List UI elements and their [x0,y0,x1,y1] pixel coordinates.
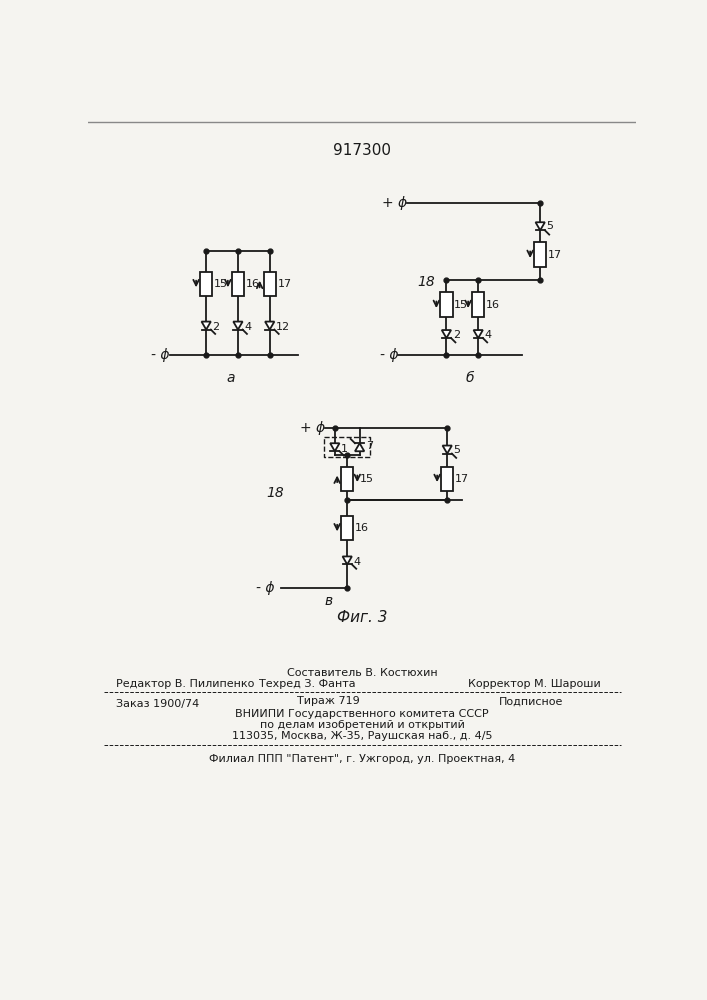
Text: - ϕ: - ϕ [151,348,170,362]
Text: 4: 4 [354,557,361,567]
Polygon shape [355,443,364,451]
Polygon shape [535,222,545,230]
Text: Редактор В. Пилипенко: Редактор В. Пилипенко [115,679,254,689]
Text: 16: 16 [246,279,259,289]
Bar [534,242,547,267]
Bar [341,516,354,540]
Text: 2: 2 [452,330,460,340]
Text: 17: 17 [548,250,562,260]
Text: + ϕ: + ϕ [300,421,325,435]
Text: 16: 16 [355,523,369,533]
Text: 5: 5 [453,445,460,455]
Text: 4: 4 [484,330,491,340]
Text: а: а [226,371,235,385]
Bar [472,292,484,317]
Bar [264,272,276,296]
Text: 17: 17 [455,474,469,484]
Text: Техред З. Фанта: Техред З. Фанта [259,679,356,689]
Bar [232,272,244,296]
Text: 16: 16 [486,300,500,310]
Text: Корректор М. Шароши: Корректор М. Шароши [468,679,601,689]
Text: Составитель В. Костюхин: Составитель В. Костюхин [286,668,437,678]
Text: б: б [465,371,474,385]
Text: Фиг. 3: Фиг. 3 [337,610,387,625]
Polygon shape [443,446,452,454]
Text: 18: 18 [267,486,284,500]
Text: 113035, Москва, Ж-35, Раушская наб., д. 4/5: 113035, Москва, Ж-35, Раушская наб., д. … [232,731,492,741]
Bar [341,466,354,491]
Text: 18: 18 [418,275,436,289]
Text: Заказ 1900/74: Заказ 1900/74 [115,699,199,709]
Bar [200,272,212,296]
Text: Тираж 719: Тираж 719 [297,696,360,706]
Text: 5: 5 [547,221,554,231]
Text: 15: 15 [360,474,373,484]
Polygon shape [265,322,274,330]
Text: - ϕ: - ϕ [380,348,398,362]
Text: в: в [325,594,333,608]
Bar [440,292,452,317]
Polygon shape [330,443,339,451]
Text: Подписное: Подписное [499,696,563,706]
Text: 15: 15 [214,279,228,289]
Text: 7: 7 [366,441,373,451]
Text: 12: 12 [276,322,290,332]
Text: Филиал ППП "Патент", г. Ужгород, ул. Проектная, 4: Филиал ППП "Патент", г. Ужгород, ул. Про… [209,754,515,764]
Text: 917300: 917300 [333,143,391,158]
Bar [441,466,453,491]
Text: по делам изобретений и открытий: по делам изобретений и открытий [259,720,464,730]
Polygon shape [474,330,483,338]
Text: ВНИИПИ Государственного комитета СССР: ВНИИПИ Государственного комитета СССР [235,709,489,719]
Text: 1: 1 [341,444,348,454]
Text: 4: 4 [244,322,251,332]
Polygon shape [442,330,451,338]
Text: - ϕ: - ϕ [256,581,274,595]
Text: + ϕ: + ϕ [382,196,407,210]
Text: 15: 15 [454,300,468,310]
Polygon shape [201,322,211,330]
Polygon shape [233,322,243,330]
Text: 17: 17 [277,279,291,289]
Text: 2: 2 [212,322,219,332]
Polygon shape [343,556,352,564]
